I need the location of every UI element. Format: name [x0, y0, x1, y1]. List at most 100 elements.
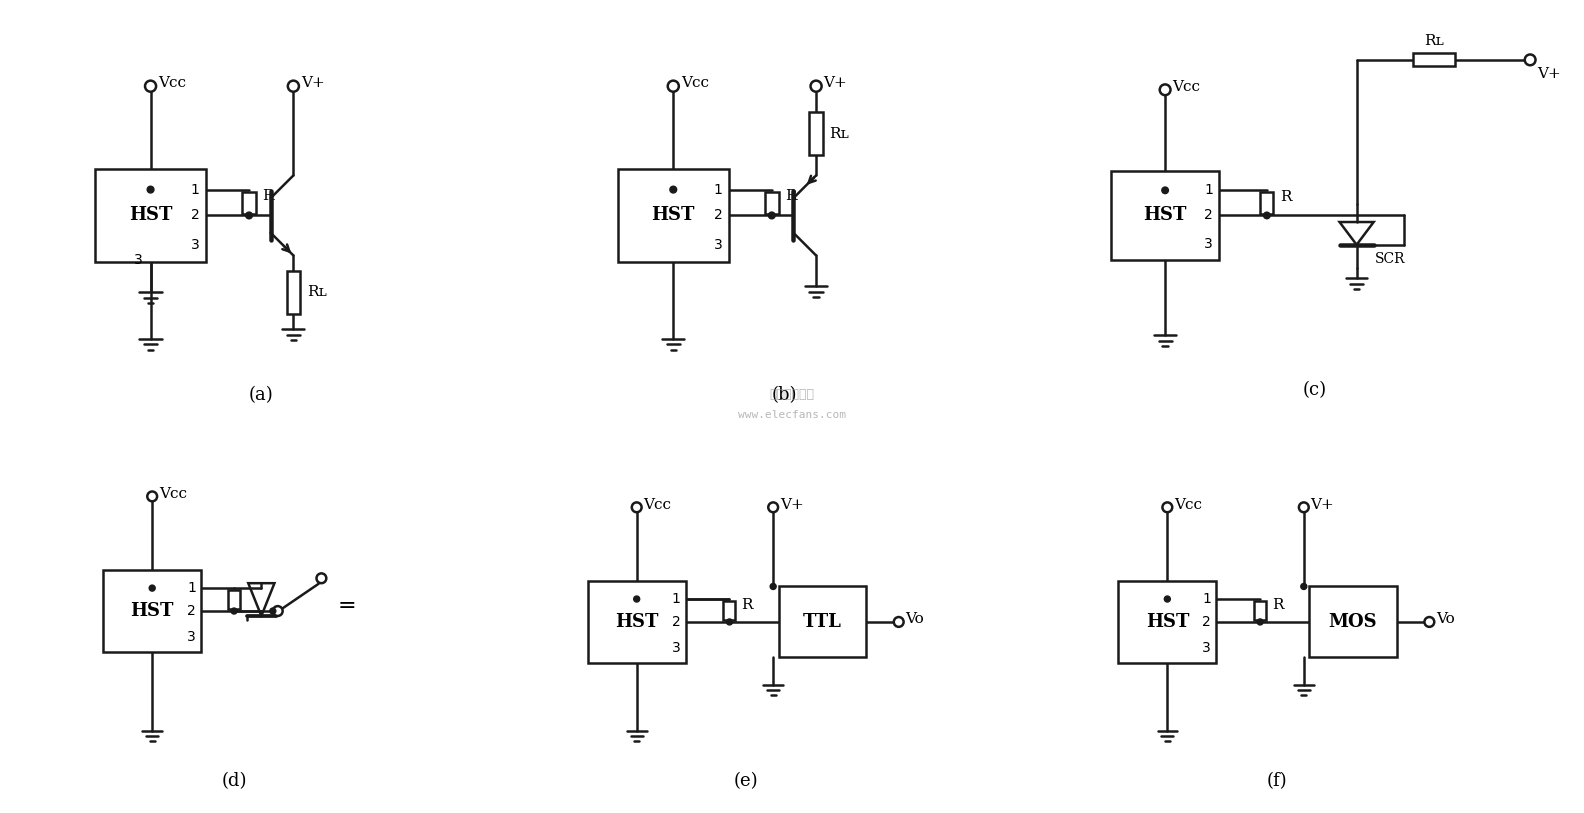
Text: Vcc: Vcc: [681, 76, 708, 90]
Circle shape: [1258, 619, 1262, 625]
Circle shape: [1299, 502, 1308, 512]
Text: V+: V+: [301, 76, 325, 90]
Text: 1: 1: [1202, 592, 1212, 606]
Text: (a): (a): [249, 386, 274, 404]
Text: V+: V+: [1538, 67, 1562, 81]
Circle shape: [1525, 54, 1535, 65]
Text: Vcc: Vcc: [643, 498, 672, 511]
Bar: [724, 601, 735, 620]
Text: MOS: MOS: [1329, 613, 1376, 631]
Text: (d): (d): [222, 772, 247, 789]
Circle shape: [1164, 596, 1171, 602]
Text: 1: 1: [714, 183, 722, 197]
Circle shape: [147, 186, 154, 193]
Text: Vcc: Vcc: [1172, 80, 1201, 93]
Circle shape: [893, 617, 903, 627]
Text: HST: HST: [1145, 613, 1190, 631]
Text: Vo: Vo: [1437, 612, 1454, 626]
Text: 2: 2: [187, 604, 196, 618]
Bar: [618, 169, 729, 262]
Circle shape: [632, 502, 642, 512]
Text: 2: 2: [1204, 208, 1213, 223]
Text: HST: HST: [651, 207, 695, 224]
Text: SCR: SCR: [1375, 251, 1405, 266]
Text: 3: 3: [672, 641, 681, 655]
Text: 2: 2: [192, 208, 200, 223]
Text: (b): (b): [771, 386, 797, 404]
Circle shape: [1264, 212, 1270, 219]
Text: 2: 2: [672, 615, 681, 629]
Circle shape: [768, 502, 778, 512]
Bar: [228, 589, 241, 609]
Bar: [242, 192, 257, 214]
Bar: [1261, 192, 1274, 214]
Text: 3: 3: [1202, 641, 1212, 655]
Circle shape: [670, 186, 676, 193]
Text: 3: 3: [135, 253, 143, 267]
Text: R: R: [741, 598, 752, 612]
Text: (e): (e): [733, 772, 759, 789]
Text: V+: V+: [779, 498, 803, 511]
Text: R: R: [263, 189, 274, 203]
Bar: [103, 570, 201, 652]
Circle shape: [668, 80, 680, 92]
Circle shape: [768, 212, 775, 219]
Bar: [1112, 171, 1220, 260]
Bar: [1310, 586, 1397, 658]
Text: 2: 2: [714, 208, 722, 223]
Text: Vcc: Vcc: [158, 487, 187, 501]
Circle shape: [1159, 85, 1171, 95]
Circle shape: [272, 606, 282, 616]
Text: 1: 1: [187, 581, 196, 595]
Circle shape: [1300, 584, 1307, 589]
Text: 3: 3: [187, 630, 196, 644]
Circle shape: [1161, 187, 1169, 193]
Text: Vcc: Vcc: [158, 76, 185, 90]
Text: 2: 2: [1202, 615, 1212, 629]
Text: Rʟ: Rʟ: [307, 285, 326, 299]
Text: Rʟ: Rʟ: [830, 127, 849, 141]
Circle shape: [288, 80, 299, 92]
Circle shape: [147, 492, 157, 502]
Circle shape: [317, 573, 326, 583]
Bar: [588, 581, 686, 663]
Text: V+: V+: [824, 76, 847, 90]
Text: R: R: [1272, 598, 1283, 612]
Text: (f): (f): [1266, 772, 1286, 789]
Bar: [765, 192, 779, 214]
Text: 3: 3: [192, 238, 200, 252]
Text: V+: V+: [1310, 498, 1334, 511]
Text: HST: HST: [128, 207, 173, 224]
Text: 1: 1: [192, 183, 200, 197]
Bar: [779, 586, 866, 658]
Circle shape: [1163, 502, 1172, 512]
Text: HST: HST: [1144, 207, 1186, 224]
Circle shape: [727, 619, 732, 625]
Circle shape: [231, 608, 238, 614]
Text: TTL: TTL: [803, 613, 841, 631]
Bar: [95, 169, 206, 262]
Text: www.elecfans.com: www.elecfans.com: [738, 410, 846, 420]
Text: 1: 1: [1204, 183, 1213, 198]
Text: 3: 3: [1204, 237, 1213, 251]
Circle shape: [634, 596, 640, 602]
Text: Vo: Vo: [906, 612, 923, 626]
Circle shape: [770, 584, 776, 589]
Circle shape: [811, 80, 822, 92]
Bar: [1255, 601, 1266, 620]
Circle shape: [246, 212, 252, 219]
Text: 1: 1: [672, 592, 681, 606]
Text: 电子发烧友网: 电子发烧友网: [770, 388, 814, 401]
Text: Rʟ: Rʟ: [1424, 34, 1445, 48]
Text: R: R: [1280, 190, 1291, 204]
Text: 3: 3: [714, 238, 722, 252]
Circle shape: [149, 585, 155, 591]
Text: (c): (c): [1302, 381, 1327, 399]
Text: R: R: [786, 189, 797, 203]
Bar: [809, 112, 822, 155]
Circle shape: [269, 608, 276, 614]
Text: HST: HST: [130, 602, 174, 620]
Bar: [287, 271, 299, 314]
Text: =: =: [337, 594, 356, 616]
Bar: [1413, 54, 1456, 67]
